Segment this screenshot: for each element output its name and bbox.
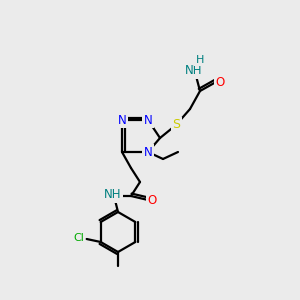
Text: S: S [172,118,180,131]
Text: N: N [144,113,152,127]
Text: H: H [196,55,204,65]
Text: N: N [118,113,126,127]
Text: N: N [144,146,152,158]
Text: Cl: Cl [73,233,84,243]
Text: NH: NH [104,188,122,202]
Text: O: O [215,76,225,88]
Text: NH: NH [185,64,203,77]
Text: O: O [147,194,157,206]
